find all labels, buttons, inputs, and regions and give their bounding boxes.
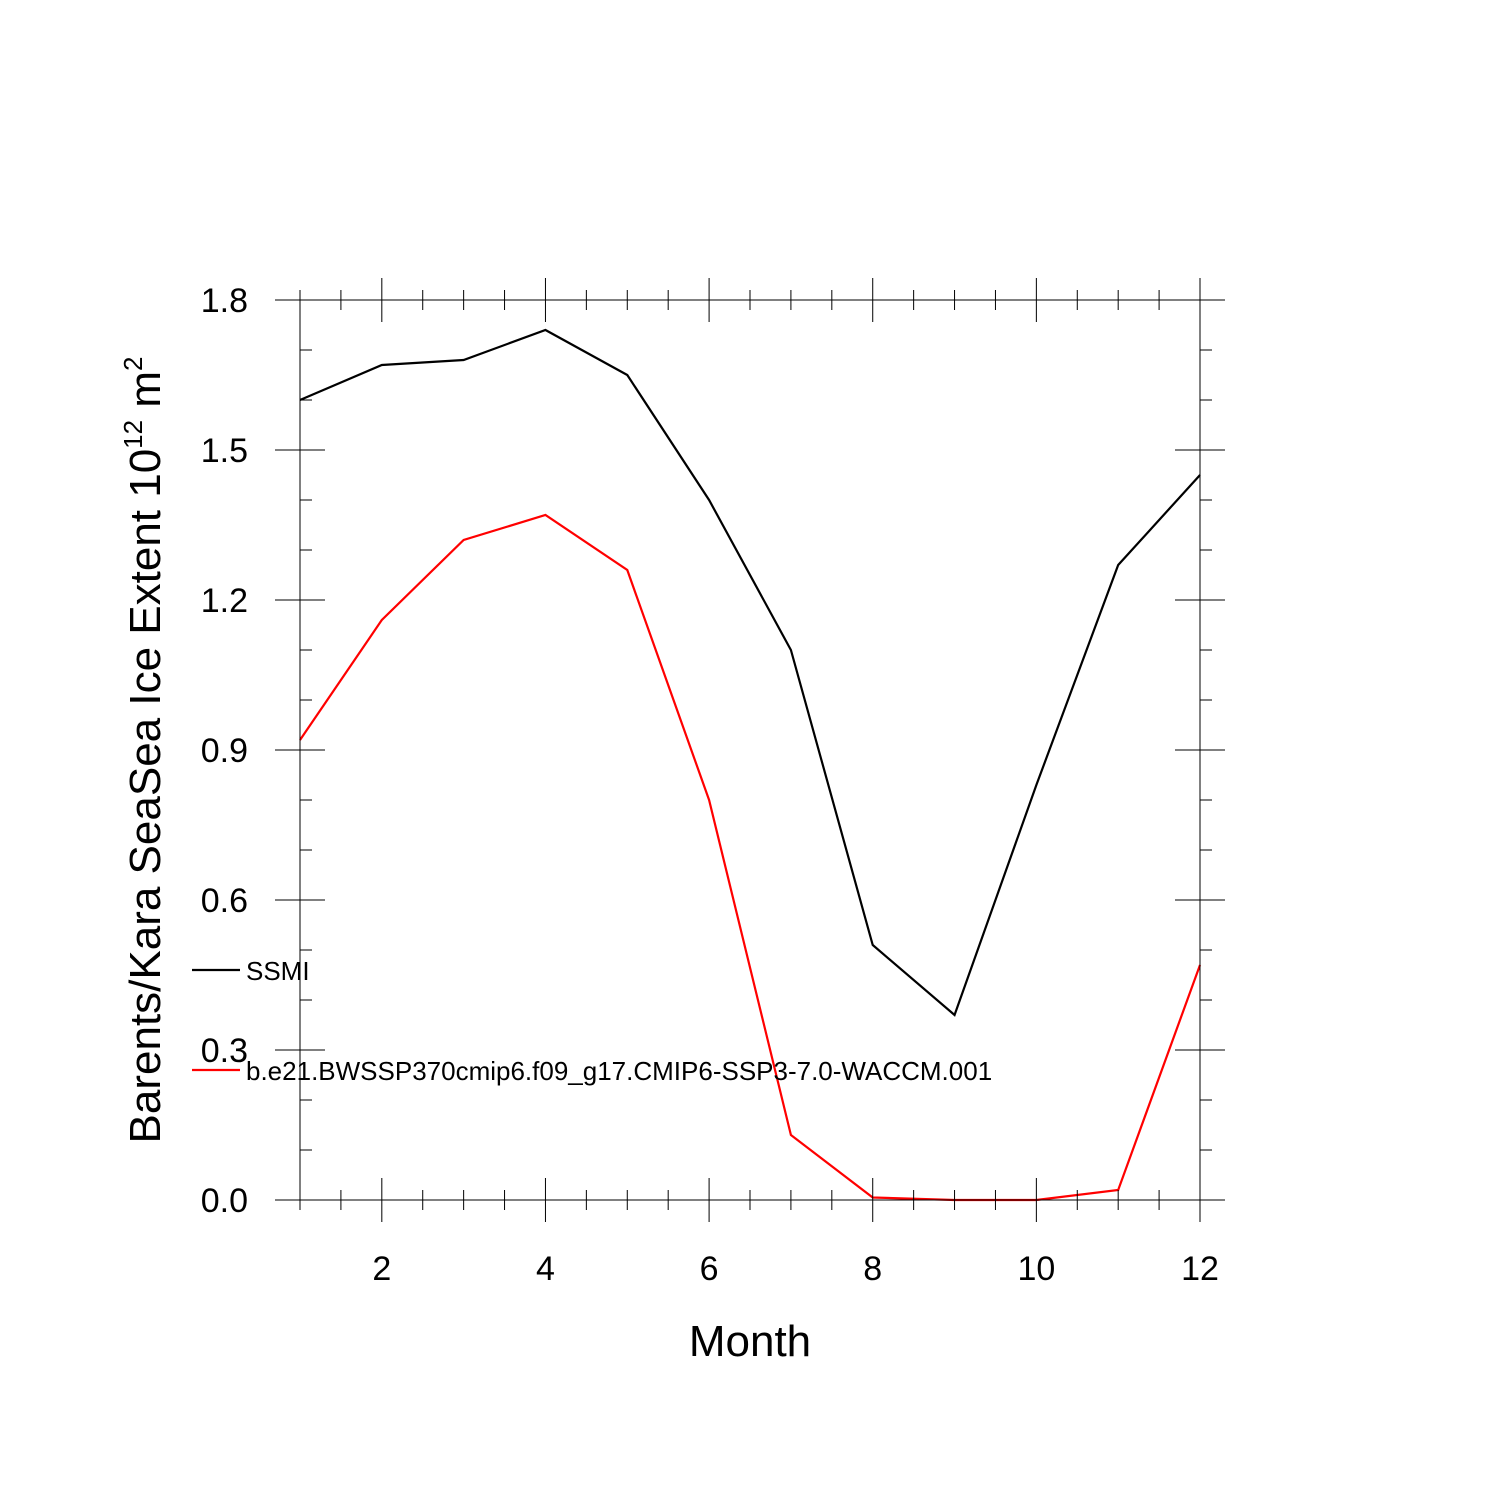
y-tick-label: 1.8 (201, 282, 248, 320)
legend: SSMI b.e21.BWSSP370cmip6.f09_g17.CMIP6-SS… (192, 956, 992, 1086)
x-axis-title: Month (689, 1317, 811, 1366)
y-tick-label: 0.9 (201, 732, 248, 770)
y-tick-label: 0.3 (201, 1032, 248, 1070)
series-line-0 (299, 328, 1201, 1017)
y-axis-title-main: Barents/Kara SeaSea Ice Extent 10 (121, 449, 170, 1144)
y-axis-title: Barents/Kara SeaSea Ice Extent 1012 m2 (118, 357, 170, 1144)
legend-label: b.e21.BWSSP370cmip6.f09_g17.CMIP6-SSP3-7… (246, 1056, 992, 1086)
x-tick-label: 2 (372, 1250, 391, 1288)
x-tick-label: 8 (863, 1250, 882, 1288)
x-tick-label: 6 (700, 1250, 719, 1288)
y-tick-label: 1.2 (201, 582, 248, 620)
y-axis-title-unit: m (121, 371, 170, 420)
x-tick-label: 4 (536, 1250, 555, 1288)
legend-label: SSMI (246, 956, 310, 986)
y-axis-title-unit-exponent: 2 (118, 357, 148, 371)
series-line-1 (299, 513, 1202, 1202)
axes: 2 4 6 8 10 12 0.0 0.3 0.6 0.9 1.2 1.5 1.8 (201, 278, 1225, 1288)
x-tick-label: 12 (1181, 1250, 1219, 1288)
x-tick-label: 10 (1017, 1250, 1055, 1288)
y-tick-label: 1.5 (201, 432, 248, 470)
y-tick-label: 0.6 (201, 882, 248, 920)
y-tick-label: 0.0 (201, 1182, 248, 1220)
y-axis-title-exponent: 12 (118, 420, 148, 449)
